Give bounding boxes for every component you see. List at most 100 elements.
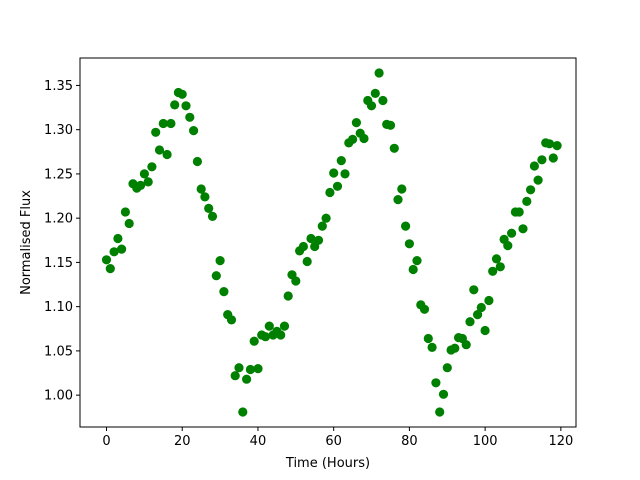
x-tick-label: 120 — [548, 434, 573, 449]
data-point — [124, 218, 134, 229]
data-point — [378, 95, 388, 106]
data-point — [419, 304, 430, 314]
x-tick-label: 0 — [102, 434, 110, 449]
x-tick-label: 60 — [325, 434, 342, 449]
data-point — [143, 177, 153, 187]
data-point — [526, 185, 536, 195]
data-point — [552, 141, 562, 151]
plot-frame — [79, 57, 577, 428]
y-axis-label: Normalised Flux — [19, 190, 34, 295]
data-point — [166, 118, 176, 129]
data-point — [533, 175, 543, 185]
data-point — [408, 264, 418, 275]
data-point — [139, 169, 149, 179]
data-point — [397, 184, 407, 194]
data-point — [234, 363, 244, 373]
data-point — [514, 207, 524, 217]
data-point — [136, 180, 146, 190]
data-point — [503, 241, 513, 251]
data-point — [473, 310, 483, 320]
data-point — [484, 295, 494, 306]
data-point — [548, 153, 558, 163]
data-point — [109, 247, 119, 257]
data-point — [427, 342, 437, 352]
data-point — [537, 155, 547, 165]
data-point — [385, 120, 396, 130]
data-point — [185, 112, 195, 122]
data-point — [242, 374, 252, 384]
y-tick-label: 1.00 — [44, 389, 73, 404]
data-point — [374, 68, 384, 78]
data-point — [491, 254, 502, 264]
data-point — [181, 101, 191, 111]
data-point — [158, 118, 168, 129]
data-point — [442, 363, 452, 373]
data-point — [435, 407, 445, 417]
data-point — [298, 241, 308, 252]
data-point — [204, 203, 214, 213]
data-point — [207, 211, 218, 221]
data-point — [215, 256, 225, 266]
data-point — [480, 325, 490, 336]
data-point — [147, 162, 157, 172]
data-point — [105, 264, 115, 274]
data-point — [101, 255, 112, 265]
x-tick-label: 80 — [401, 434, 418, 449]
x-axis-ticks: 0 20 40 60 80 100 120 — [102, 427, 573, 449]
data-point — [192, 156, 202, 167]
data-point — [544, 139, 555, 149]
data-point — [230, 371, 240, 381]
data-point — [313, 235, 324, 245]
data-point — [351, 118, 361, 128]
data-point — [476, 302, 486, 313]
x-axis-label: Time (Hours) — [285, 456, 370, 471]
data-point — [302, 256, 312, 267]
x-tick-label: 100 — [473, 434, 498, 449]
y-axis-ticks: 1.00 1.05 1.10 1.15 1.20 1.25 1.30 1.35 — [44, 79, 80, 404]
y-tick-label: 1.15 — [44, 256, 73, 271]
data-point — [393, 195, 403, 205]
x-tick-label: 40 — [250, 434, 267, 449]
data-point — [189, 126, 199, 136]
data-point — [117, 244, 127, 254]
data-point — [245, 364, 255, 375]
data-point — [219, 287, 229, 297]
y-tick-label: 1.25 — [44, 167, 73, 182]
data-point — [370, 88, 380, 98]
data-point — [276, 330, 286, 340]
data-point — [325, 187, 335, 198]
data-point — [461, 340, 471, 350]
data-point — [529, 161, 540, 171]
data-point — [465, 317, 475, 327]
data-point — [401, 221, 411, 231]
data-point — [154, 145, 165, 155]
data-point — [359, 133, 369, 144]
data-point — [162, 149, 172, 160]
data-point — [306, 233, 316, 244]
data-point — [200, 192, 210, 202]
data-point — [170, 100, 180, 110]
data-point — [120, 207, 130, 217]
data-point — [238, 407, 248, 417]
data-point — [329, 168, 339, 178]
x-tick-label: 20 — [174, 434, 191, 449]
data-point — [522, 196, 532, 206]
data-point — [253, 364, 263, 374]
y-tick-label: 1.20 — [44, 212, 73, 227]
data-point — [423, 333, 433, 344]
data-point — [438, 389, 449, 399]
data-point — [317, 221, 327, 231]
data-point — [196, 184, 206, 194]
data-point — [113, 233, 123, 244]
data-point — [507, 228, 517, 238]
data-point — [279, 321, 290, 331]
y-tick-label: 1.30 — [44, 123, 73, 138]
data-point — [340, 169, 350, 179]
data-point — [389, 143, 399, 153]
data-point — [211, 271, 221, 281]
data-point — [260, 332, 271, 342]
data-point — [366, 101, 377, 111]
data-point — [336, 156, 346, 166]
data-point — [283, 291, 293, 301]
